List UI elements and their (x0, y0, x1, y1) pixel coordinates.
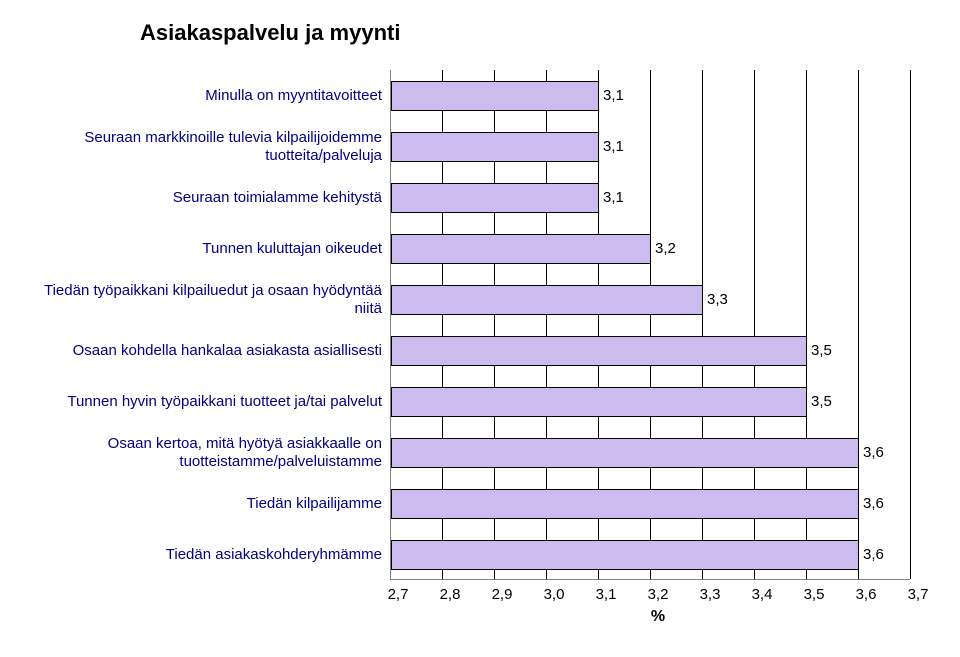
bar (391, 234, 651, 264)
y-axis-label: Seuraan markkinoille tulevia kilpailijoi… (30, 121, 382, 172)
bar-value-label: 3,6 (863, 546, 884, 563)
x-axis: % 2,72,82,93,03,13,23,33,43,53,63,7 (398, 580, 918, 620)
bar-row: 3,6 (391, 529, 910, 580)
bar (391, 183, 599, 213)
bar (391, 540, 859, 570)
y-axis-label: Minulla on myyntitavoitteet (30, 70, 382, 121)
y-axis-label: Tunnen kuluttajan oikeudet (30, 223, 382, 274)
y-axis-label: Tiedän kilpailijamme (30, 478, 382, 529)
x-tick-label: 2,9 (492, 586, 513, 603)
bar (391, 81, 599, 111)
x-tick-label: 3,0 (544, 586, 565, 603)
bar-value-label: 3,5 (811, 342, 832, 359)
y-axis-label: Tiedän työpaikkani kilpailuedut ja osaan… (30, 274, 382, 325)
x-tick-label: 3,7 (908, 586, 929, 603)
bar (391, 387, 807, 417)
x-tick-label: 3,3 (700, 586, 721, 603)
y-axis-label: Osaan kohdella hankalaa asiakasta asiall… (30, 325, 382, 376)
x-tick-label: 3,6 (856, 586, 877, 603)
bar-value-label: 3,5 (811, 393, 832, 410)
bar-row: 3,3 (391, 274, 910, 325)
x-tick-label: 2,8 (440, 586, 461, 603)
bar-row: 3,1 (391, 70, 910, 121)
x-tick-label: 3,4 (752, 586, 773, 603)
bar (391, 285, 703, 315)
bar-value-label: 3,1 (603, 87, 624, 104)
bar-row: 3,2 (391, 223, 910, 274)
y-axis-label: Tiedän asiakaskohderyhmämme (30, 529, 382, 580)
bar-value-label: 3,3 (707, 291, 728, 308)
plot-area: 3,1 3,1 3,1 3,2 3,3 3,5 3,5 3,6 3,6 3,6 (390, 70, 910, 580)
x-tick-label: 3,5 (804, 586, 825, 603)
bar (391, 489, 859, 519)
y-axis-label: Tunnen hyvin työpaikkani tuotteet ja/tai… (30, 376, 382, 427)
gridline (910, 70, 911, 579)
bar (391, 132, 599, 162)
bar-value-label: 3,1 (603, 138, 624, 155)
bar (391, 336, 807, 366)
bar-row: 3,6 (391, 427, 910, 478)
bar-row: 3,5 (391, 376, 910, 427)
bar-row: 3,5 (391, 325, 910, 376)
bar-value-label: 3,2 (655, 240, 676, 257)
bar-value-label: 3,1 (603, 189, 624, 206)
x-axis-title: % (651, 608, 665, 626)
bar-value-label: 3,6 (863, 444, 884, 461)
x-tick-label: 3,1 (596, 586, 617, 603)
bar-row: 3,6 (391, 478, 910, 529)
y-axis-label: Seuraan toimialamme kehitystä (30, 172, 382, 223)
bar-row: 3,1 (391, 121, 910, 172)
x-tick-label: 3,2 (648, 586, 669, 603)
chart-title: Asiakaspalvelu ja myynti (140, 20, 930, 46)
bar-row: 3,1 (391, 172, 910, 223)
y-axis-labels: Minulla on myyntitavoitteetSeuraan markk… (30, 70, 390, 580)
x-tick-label: 2,7 (388, 586, 409, 603)
bar-value-label: 3,6 (863, 495, 884, 512)
bar (391, 438, 859, 468)
page-root: Asiakaspalvelu ja myynti Minulla on myyn… (0, 0, 960, 657)
y-axis-label: Osaan kertoa, mitä hyötyä asiakkaalle on… (30, 427, 382, 478)
chart-wrap: Minulla on myyntitavoitteetSeuraan markk… (30, 70, 930, 580)
